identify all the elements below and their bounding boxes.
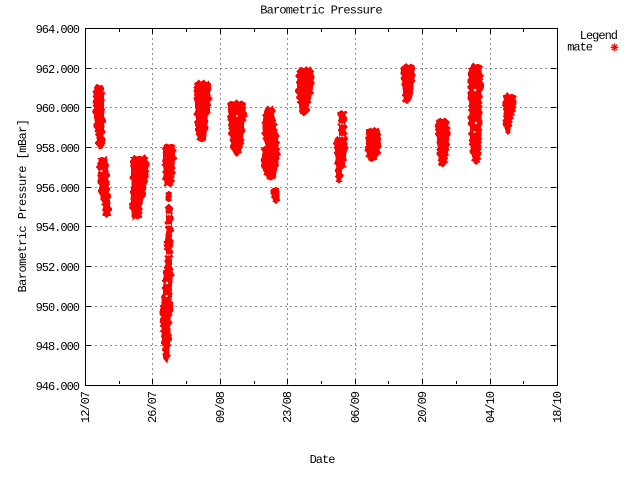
svg-text:954.000: 954.000 — [36, 221, 80, 235]
svg-text:950.000: 950.000 — [36, 301, 80, 315]
svg-text:946.000: 946.000 — [36, 380, 80, 394]
svg-text:Date: Date — [310, 453, 336, 467]
svg-text:Barometric Pressure: Barometric Pressure — [260, 4, 382, 18]
svg-text:12/07: 12/07 — [79, 391, 93, 423]
svg-text:964.000: 964.000 — [36, 23, 80, 37]
svg-text:962.000: 962.000 — [36, 63, 80, 77]
svg-text:960.000: 960.000 — [36, 102, 80, 116]
svg-text:948.000: 948.000 — [36, 340, 80, 354]
svg-text:06/09: 06/09 — [349, 391, 363, 423]
svg-text:09/08: 09/08 — [214, 391, 228, 423]
svg-text:952.000: 952.000 — [36, 261, 80, 275]
svg-text:956.000: 956.000 — [36, 182, 80, 196]
svg-text:Barometric Pressure [mBar]: Barometric Pressure [mBar] — [16, 120, 30, 293]
svg-text:18/10: 18/10 — [551, 391, 565, 423]
svg-text:04/10: 04/10 — [484, 391, 498, 423]
svg-text:20/09: 20/09 — [416, 391, 430, 423]
svg-text:958.000: 958.000 — [36, 142, 80, 156]
svg-text:23/08: 23/08 — [281, 391, 295, 423]
svg-text:Legend: Legend — [580, 29, 618, 43]
svg-text:26/07: 26/07 — [146, 391, 160, 423]
svg-text:mate: mate — [567, 41, 593, 55]
